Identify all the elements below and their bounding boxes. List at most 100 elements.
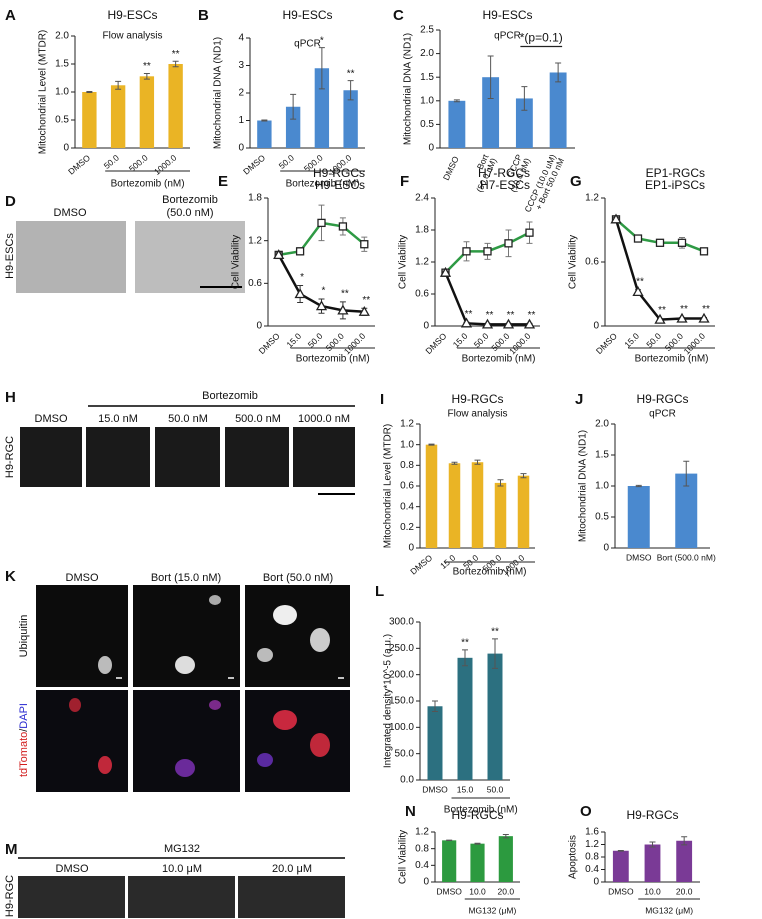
x-axis-label: Bortezomib (nM) <box>635 354 709 365</box>
column-label: DMSO <box>66 572 99 584</box>
y-tick-label: 0.5 <box>595 512 609 523</box>
legend-entry: H9-ESCs <box>315 178 365 192</box>
x-tick-label: 1000.0 <box>342 331 368 357</box>
x-tick-label: 50.0 <box>277 152 296 170</box>
y-tick-label: 2.5 <box>420 25 434 36</box>
cell <box>175 759 195 777</box>
legend-entry: H7-ESCs <box>480 178 530 192</box>
cell <box>209 700 221 710</box>
y-tick-label: 1.8 <box>248 193 262 204</box>
marker <box>295 247 305 256</box>
row-label: H9-RGC <box>4 875 16 917</box>
cell <box>98 656 112 674</box>
bar <box>644 844 661 882</box>
panel-letter: E <box>218 173 228 190</box>
y-tick-label: 0 <box>63 143 69 154</box>
bar <box>675 473 698 548</box>
x-axis-label: MG132 (μM) <box>468 905 516 915</box>
y-tick-label: 1.0 <box>420 95 434 106</box>
y-tick-label: 0 <box>256 321 262 332</box>
panel-letter: B <box>198 7 209 24</box>
cell <box>175 656 195 674</box>
bar <box>168 64 183 148</box>
y-tick-label: 0.8 <box>585 852 599 863</box>
x-tick-label: DMSO <box>436 886 462 896</box>
marker <box>523 318 536 329</box>
micrograph <box>135 221 245 293</box>
bar <box>612 850 629 882</box>
y-tick-label: 0 <box>428 143 434 154</box>
error-bar <box>555 62 562 83</box>
legend-entry: H9-RGCs <box>313 166 365 180</box>
column-label: Bort (50.0 nM) <box>263 572 333 584</box>
marker <box>481 318 494 329</box>
micrograph <box>128 876 235 918</box>
y-tick-label: 0 <box>423 877 429 888</box>
y-tick-label: 2.0 <box>595 419 609 430</box>
column-label: DMSO <box>54 207 87 219</box>
bar <box>676 840 693 882</box>
cell <box>257 753 273 767</box>
row-label: tdTomato/DAPI <box>18 703 30 777</box>
y-tick-label: 0.2 <box>400 522 414 533</box>
significance: ** <box>680 304 688 315</box>
panel-letter: C <box>393 7 404 24</box>
error-bar <box>649 841 656 848</box>
x-tick-label: 20.0 <box>498 886 515 896</box>
error-bar <box>290 93 297 120</box>
y-tick-label: 0.4 <box>585 864 599 875</box>
bar <box>139 76 155 148</box>
y-tick-label: 1.2 <box>585 839 599 850</box>
y-tick-label: 1.5 <box>420 72 434 83</box>
panel-letter: I <box>380 391 384 408</box>
panel-k: K DMSO Bort (15.0 nM) Bort (50.0 nM) Ubi… <box>5 568 350 792</box>
x-tick-label: 1000.0 <box>682 331 708 357</box>
cell <box>69 698 81 712</box>
y-axis-label: Mitochondrial DNA (ND1) <box>213 37 224 149</box>
marker <box>360 240 369 249</box>
panel-letter: D <box>5 193 16 210</box>
y-tick-label: 1.2 <box>248 235 262 246</box>
significance: ** <box>143 61 151 72</box>
y-tick-label: 50.0 <box>395 748 415 759</box>
error-bar <box>261 119 268 122</box>
chart-subtitle: Flow analysis <box>102 31 162 42</box>
micrograph <box>225 427 289 487</box>
x-axis-label: Bortezomib (nM) <box>111 179 185 190</box>
marker <box>460 317 473 328</box>
significance: ** <box>172 49 180 60</box>
y-tick-label: 1.2 <box>400 419 414 430</box>
y-axis-label: Mitochondrial Level (MTDR) <box>38 30 49 154</box>
panel-letter: N <box>405 803 416 820</box>
chart-subtitle: qPCR <box>294 39 321 50</box>
y-axis-label: Cell Viability <box>231 235 242 289</box>
error-bar <box>428 443 435 446</box>
significance: ** <box>465 309 473 320</box>
y-tick-label: 1.8 <box>415 225 429 236</box>
column-label: 15.0 nM <box>98 413 138 425</box>
y-tick-label: 1.2 <box>415 257 429 268</box>
marker <box>654 313 666 324</box>
error-bar <box>520 473 527 479</box>
chart-title: H9-ESCs <box>107 8 157 22</box>
panel-d: D DMSO Bortezomib (50.0 nM) H9-ESCs <box>4 193 245 293</box>
row-label-part: / <box>18 728 30 732</box>
marker <box>698 312 710 323</box>
x-tick-label: DMSO <box>626 552 652 562</box>
micrograph <box>18 876 125 918</box>
chart-title: H9-ESCs <box>482 8 532 22</box>
marker <box>677 238 687 247</box>
y-tick-label: 1.5 <box>595 450 609 461</box>
y-tick-label: 1.5 <box>55 59 69 70</box>
x-tick-label: 10.0 <box>644 886 661 896</box>
error-bar <box>432 700 438 713</box>
chart-title: H9-RGCs <box>451 392 503 406</box>
y-tick-label: 0.8 <box>415 843 429 854</box>
micrograph <box>20 427 82 487</box>
panel-letter: G <box>570 173 582 190</box>
error-bar <box>502 834 509 839</box>
y-axis-label: Cell Viability <box>568 235 579 289</box>
error-bar <box>497 479 504 487</box>
micrograph <box>238 876 345 918</box>
y-axis-label: Cell Viability <box>398 235 409 289</box>
